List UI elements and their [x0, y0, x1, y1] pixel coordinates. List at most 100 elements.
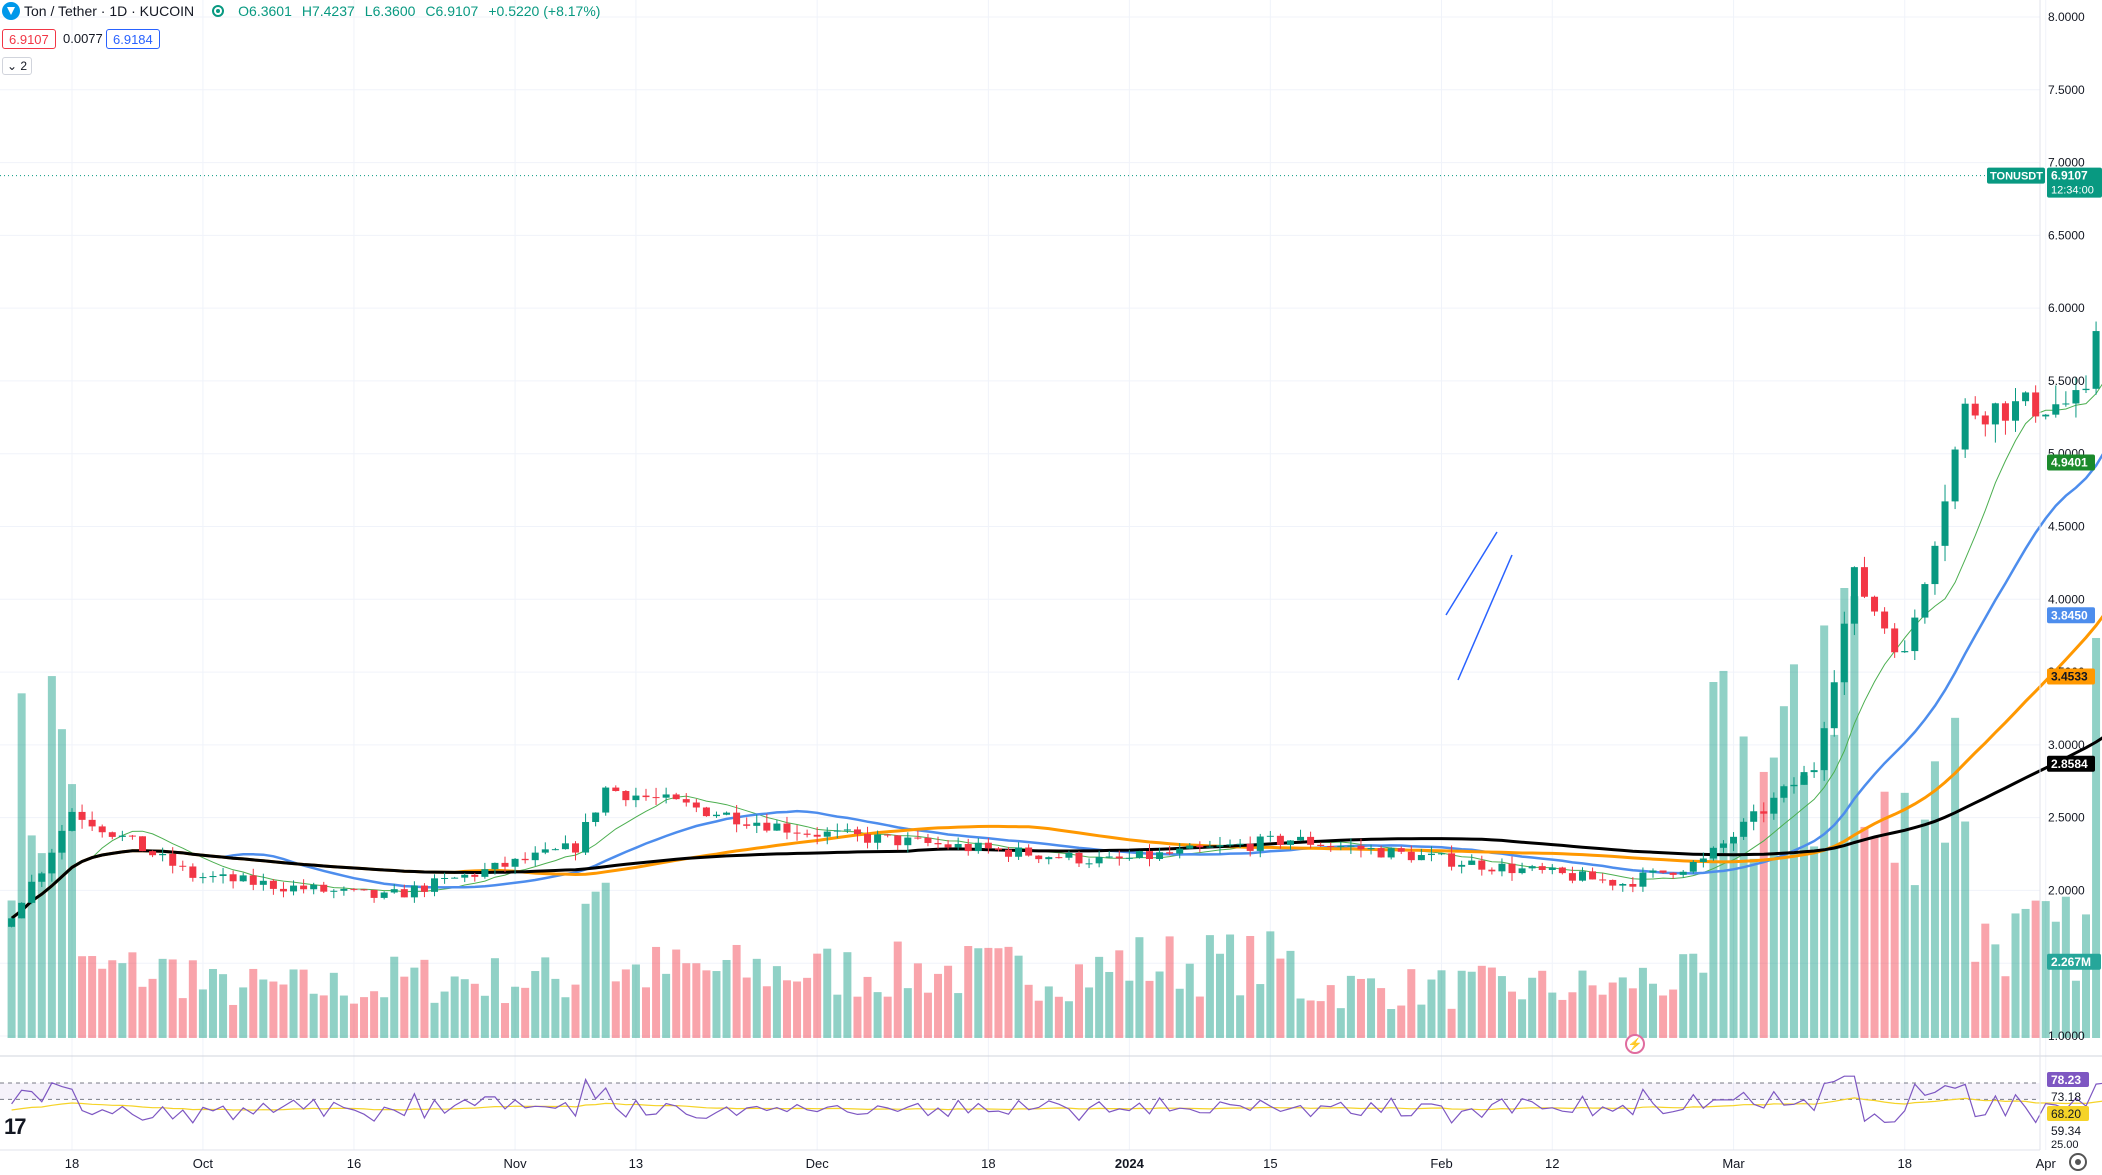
- candle: [1186, 845, 1194, 849]
- volume-bar: [1739, 736, 1748, 1038]
- volume-bar: [853, 996, 862, 1038]
- buy-button[interactable]: 6.9184: [106, 29, 160, 49]
- volume-bar: [712, 971, 721, 1038]
- volume-bar: [309, 993, 318, 1038]
- candle: [1609, 879, 1617, 886]
- volume-bar: [1588, 985, 1597, 1038]
- candle: [1337, 846, 1345, 848]
- candle: [28, 881, 36, 903]
- volume-bar: [1648, 983, 1657, 1038]
- candle: [1397, 848, 1405, 852]
- candle: [702, 807, 710, 817]
- candle: [1025, 847, 1033, 856]
- collapse-indicators-button[interactable]: ⌄ 2: [2, 57, 32, 75]
- rsi-line: [11, 1075, 2102, 1124]
- rsi-value-tag: [2047, 1072, 2089, 1087]
- candle: [229, 874, 237, 882]
- symbol-label: TONUSDT: [1990, 171, 2043, 183]
- candle: [1286, 840, 1294, 845]
- candle: [159, 853, 167, 856]
- candle: [823, 831, 831, 837]
- volume-bar: [1779, 706, 1788, 1038]
- ma-line-50: [10, 453, 2102, 920]
- ma50-price-label-tag: [2047, 607, 2095, 624]
- time-tick-label: 18: [65, 1156, 79, 1171]
- volume-bar: [1830, 734, 1839, 1038]
- time-tick-label: Apr: [2036, 1156, 2057, 1171]
- volume-bar: [470, 983, 479, 1038]
- volume-bar: [78, 956, 87, 1038]
- ma50-price-label: 3.8450: [2051, 608, 2088, 622]
- candle: [964, 843, 972, 852]
- candle: [1599, 879, 1607, 881]
- candle: [269, 880, 277, 889]
- candle: [1528, 866, 1536, 869]
- alert-icon[interactable]: ⚡: [1625, 1034, 1645, 1054]
- candle: [1850, 567, 1858, 624]
- volume-bar: [1598, 994, 1607, 1038]
- volume-bar: [1437, 970, 1446, 1038]
- volume-tag: [2047, 953, 2101, 970]
- volume-bar: [1367, 978, 1376, 1038]
- volume-bar: [1729, 843, 1738, 1038]
- candle: [1367, 848, 1375, 850]
- ohlc-change: +0.5220 (+8.17%): [488, 3, 601, 19]
- volume-bar: [249, 968, 258, 1038]
- volume-bar: [1185, 963, 1194, 1038]
- sell-button[interactable]: 6.9107: [2, 29, 56, 49]
- candle: [692, 802, 700, 808]
- volume-bar: [2001, 976, 2010, 1038]
- rsi-ma-label: 68.20: [2051, 1107, 2081, 1121]
- time-tick-label: 2024: [1115, 1156, 1145, 1171]
- candle: [773, 823, 781, 831]
- price-tick-label: 1.0000: [2048, 1029, 2085, 1043]
- trendline-upper: [1445, 531, 1498, 616]
- last-price-tag: [2047, 167, 2102, 198]
- volume-bar: [511, 986, 520, 1038]
- candle: [1216, 845, 1224, 847]
- settings-gear-icon[interactable]: [2069, 1153, 2087, 1171]
- volume-bar: [198, 989, 207, 1038]
- volume-bar: [148, 978, 157, 1038]
- volume-bar: [319, 995, 328, 1038]
- volume-bar: [1890, 862, 1899, 1038]
- candle: [2092, 331, 2100, 389]
- price-tick-label: 2.5000: [2048, 811, 2085, 825]
- symbol-title[interactable]: Ton / Tether · 1D · KUCOIN: [24, 3, 195, 19]
- candle: [1951, 449, 1959, 502]
- volume-bar: [1125, 980, 1134, 1038]
- volume-bar: [1558, 999, 1567, 1038]
- volume-label: 2.267M: [2051, 955, 2091, 969]
- ma100-price-label-tag: [2047, 668, 2095, 685]
- volume-bar: [289, 969, 298, 1038]
- price-tick-label: 8.0000: [2048, 10, 2085, 24]
- candle: [390, 889, 398, 893]
- symbol-header[interactable]: Ton / Tether · 1D · KUCOIN O6.3601 H7.42…: [0, 0, 600, 22]
- candle: [1860, 567, 1868, 597]
- candle: [350, 888, 358, 890]
- tradingview-logo[interactable]: 17: [4, 1114, 27, 1139]
- volume-bar: [1951, 717, 1960, 1038]
- candle: [1115, 856, 1123, 859]
- candle: [78, 811, 86, 820]
- volume-bar: [732, 944, 741, 1038]
- candle: [149, 851, 157, 856]
- volume-bar: [1246, 935, 1255, 1038]
- candle: [1709, 847, 1717, 859]
- volume-bar: [1850, 596, 1859, 1038]
- candle: [1427, 853, 1435, 856]
- candle: [370, 889, 378, 898]
- volume-bar: [299, 969, 308, 1038]
- volume-bar: [1044, 986, 1053, 1038]
- volume-bar: [118, 963, 127, 1038]
- volume-bar: [1266, 931, 1275, 1038]
- candle: [118, 835, 126, 837]
- ma100-price-label: 3.4533: [2051, 669, 2088, 683]
- volume-bar: [229, 1004, 238, 1038]
- volume-bar: [188, 960, 197, 1038]
- volume-bar: [37, 853, 46, 1038]
- candle: [239, 875, 247, 882]
- candle: [803, 833, 811, 835]
- candle: [2052, 404, 2060, 415]
